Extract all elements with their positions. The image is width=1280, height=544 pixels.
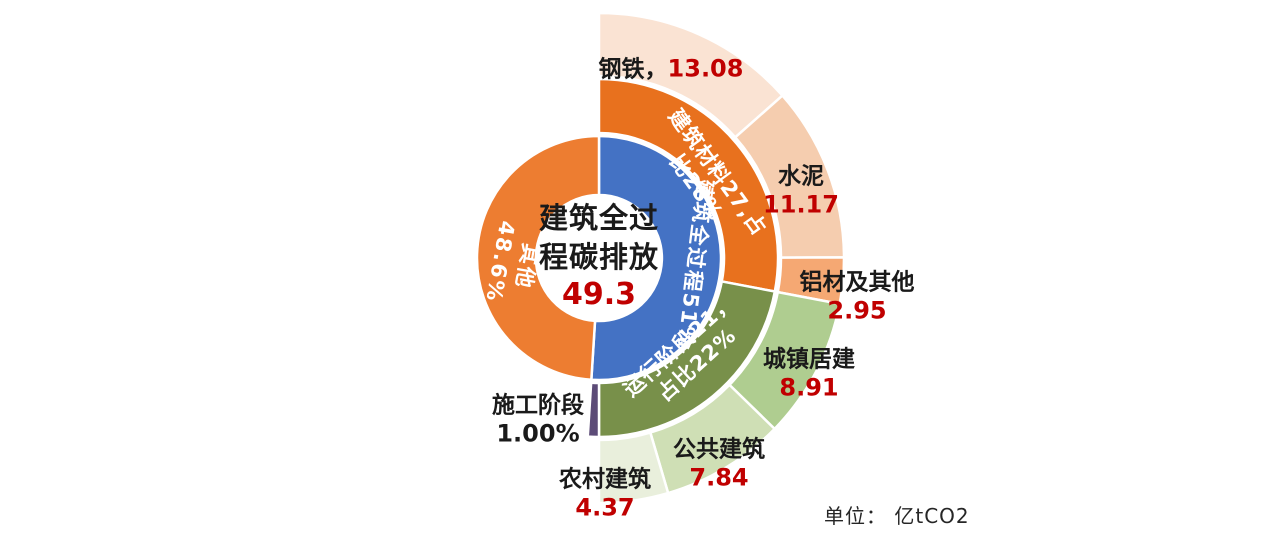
label-urban-residential: 城镇居建 8.91 <box>763 346 855 403</box>
center-value: 49.3 <box>561 277 637 312</box>
label-steel: 钢铁， 13.08 <box>599 55 744 84</box>
center-label: 建筑全过 程碳排放 49.3 <box>524 199 674 313</box>
steel-value: 13.08 <box>667 54 744 83</box>
rural-name: 农村建筑 <box>559 466 651 493</box>
label-rural-buildings: 农村建筑 4.37 <box>559 466 651 523</box>
label-construction-phase: 施工阶段 1.00% <box>492 392 584 449</box>
label-cement: 水泥 11.17 <box>763 163 839 220</box>
rural-value: 4.37 <box>575 493 635 522</box>
label-aluminum: 铝材及其他 2.95 <box>800 269 915 326</box>
cement-name: 水泥 <box>777 163 824 190</box>
public-value: 7.84 <box>689 463 749 492</box>
segment-building-materials <box>597 77 780 293</box>
unit-note: 单位： 亿tCO2 <box>824 504 970 528</box>
steel-name: 钢铁， <box>598 56 668 83</box>
segment-building-full-process <box>590 134 723 382</box>
center-title-line1: 建筑全过 <box>538 201 659 235</box>
cement-value: 11.17 <box>763 190 839 219</box>
aluminum-value: 2.95 <box>827 296 887 325</box>
public-name: 公共建筑 <box>673 436 765 463</box>
construction-name: 施工阶段 <box>492 392 584 419</box>
urban-name: 城镇居建 <box>763 346 855 373</box>
aluminum-name: 铝材及其他 <box>799 269 915 296</box>
urban-value: 8.91 <box>779 373 839 402</box>
center-title-line2: 程碳排放 <box>538 240 659 274</box>
segment-other-emissions <box>475 134 601 382</box>
segment-construction-phase <box>586 381 601 439</box>
label-public-buildings: 公共建筑 7.84 <box>673 436 765 493</box>
segment-rural-buildings <box>597 431 670 505</box>
construction-value: 1.00% <box>496 419 580 448</box>
